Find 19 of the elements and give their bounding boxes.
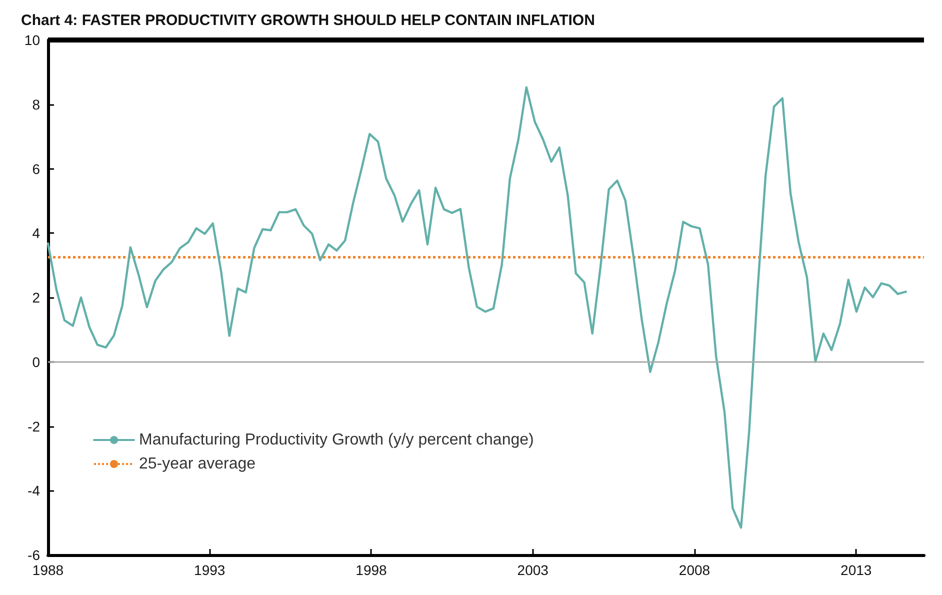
chart-title: Chart 4: FASTER PRODUCTIVITY GROWTH SHOULD HELP CONTAIN INFLATION — [21, 12, 595, 29]
y-tick-label: 2 — [32, 290, 40, 306]
y-tick-label: 10 — [24, 32, 40, 48]
y-tick-label: 8 — [32, 96, 40, 112]
y-tick-label: 6 — [32, 160, 40, 177]
x-tick-label: 1993 — [194, 562, 226, 578]
legend-label: 25-year average — [139, 456, 256, 472]
y-tick-label: -4 — [28, 482, 40, 499]
y-tick-label: -6 — [28, 547, 40, 563]
y-tick-label: 4 — [32, 225, 40, 242]
x-tick-label: 1998 — [356, 562, 388, 578]
legend-label: Manufacturing Productivity Growth (y/y percent change) — [139, 432, 534, 448]
x-tick-label: 2013 — [840, 562, 872, 578]
y-tick-label: 0 — [32, 354, 40, 370]
line-series — [46, 86, 907, 529]
x-tick-label: 2003 — [517, 562, 549, 578]
y-tick-label: -2 — [28, 418, 40, 434]
x-tick-label: 2008 — [678, 562, 710, 578]
x-tick-label: 1988 — [32, 562, 64, 578]
